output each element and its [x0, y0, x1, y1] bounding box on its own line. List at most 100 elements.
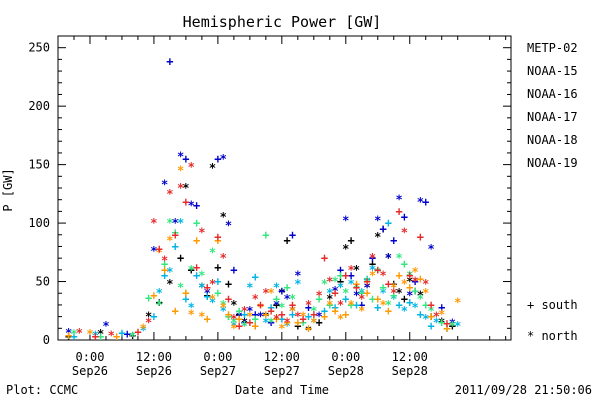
data-point: + [395, 298, 402, 312]
data-point: * [337, 298, 344, 312]
data-point: * [417, 292, 424, 306]
legend-entry: NOAA-19 [527, 156, 578, 170]
data-point: * [230, 321, 237, 335]
data-point: * [246, 310, 253, 324]
data-point: * [326, 286, 333, 300]
data-point: * [209, 277, 216, 291]
data-point: + [268, 304, 275, 318]
data-point: + [204, 290, 211, 304]
data-point: * [129, 329, 136, 343]
series-noaa-19: * + * +**+**+*+*+*+*+*+*+*+*+*+*+*+*+*+*+*+… [76, 160, 451, 344]
data-point: * [246, 280, 253, 294]
data-point: * [145, 315, 152, 329]
data-point: * [246, 304, 253, 318]
data-point: + [230, 263, 237, 277]
data-point: * [156, 286, 163, 300]
y-tick-label: 250 [28, 41, 50, 55]
data-point: + [353, 277, 360, 291]
data-point: * [390, 280, 397, 294]
data-point: + [236, 307, 243, 321]
data-point: * [358, 286, 365, 300]
data-point: * [140, 324, 147, 338]
data-point: + [156, 296, 163, 310]
data-point: * [230, 298, 237, 312]
data-point: + [289, 307, 296, 321]
data-point: + [449, 319, 456, 333]
data-point: * [273, 298, 280, 312]
data-point: + [438, 300, 445, 314]
data-point: + [177, 251, 184, 265]
data-point: + [193, 199, 200, 213]
data-point: * [401, 304, 408, 318]
data-point: * [220, 304, 227, 318]
x-axis: 0:00Sep2612:00Sep260:00Sep2712:00Sep270:… [72, 36, 507, 378]
data-point: + [374, 292, 381, 306]
data-point: * [348, 263, 355, 277]
data-point: * [209, 245, 216, 259]
y-axis: 0 50 100 150 200 250 [28, 41, 511, 347]
data-point: + [401, 292, 408, 306]
series-noaa-16: + * + *+*+*+*+*+*+*+*+*+*+*+*+*+*+*+*+*+*+*… [70, 216, 461, 343]
data-point: + [65, 329, 72, 343]
data-point: * [363, 275, 370, 289]
series-noaa-17: * + *+*+*+*+*+*+*+*+*+*++*+*+*+*+*+*+*+*+*… [70, 216, 456, 343]
data-point: + [214, 275, 221, 289]
data-point: + [326, 298, 333, 312]
data-point: + [113, 329, 120, 343]
data-point: * [225, 218, 232, 232]
series-noaa-15: **+**+**+*+*+**+*+*+* +*+*+*+*+*+*+*+*+*+… [65, 55, 456, 341]
data-point: * [433, 310, 440, 324]
data-point: * [204, 286, 211, 300]
data-point: * [166, 234, 173, 248]
plot-area: + * +*+*+*+*+*+*+*+* +*+*+*+ *+*+*+*+*+*+*+*… [65, 55, 461, 344]
data-point: * [316, 310, 323, 324]
data-point: + [134, 325, 141, 339]
data-point: + [443, 321, 450, 335]
data-point: * [363, 280, 370, 294]
data-point: + [193, 234, 200, 248]
data-point: * [358, 304, 365, 318]
data-point: * [358, 292, 365, 306]
data-point: + [390, 289, 397, 303]
data-point: * [262, 310, 269, 324]
data-point: * [342, 286, 349, 300]
data-point: * [188, 199, 195, 213]
data-point: * [422, 286, 429, 300]
data-point: + [262, 228, 269, 242]
data-point: + [252, 319, 259, 333]
data-point: + [124, 327, 131, 341]
data-point: + [273, 312, 280, 326]
data-point: * [241, 304, 248, 318]
data-point: + [342, 292, 349, 306]
data-point: * [427, 242, 434, 256]
data-point: + [422, 195, 429, 209]
data-point: + [300, 315, 307, 329]
x-tick-label-time: 12:00 [392, 350, 428, 364]
data-point: + [278, 284, 285, 298]
data-point: * [422, 277, 429, 291]
data-point: + [92, 329, 99, 343]
data-point: + [172, 304, 179, 318]
data-point: * [294, 310, 301, 324]
data-point: + [273, 292, 280, 306]
data-point: * [220, 298, 227, 312]
data-point: + [294, 319, 301, 333]
data-point: * [337, 280, 344, 294]
data-point: * [177, 181, 184, 195]
plot-timestamp: 2011/09/28 21:50:06 [455, 383, 592, 397]
data-point: + [358, 286, 365, 300]
data-point: + [289, 228, 296, 242]
data-point: * [220, 152, 227, 166]
data-point: + [321, 304, 328, 318]
data-point: * [65, 326, 72, 340]
data-point: + [369, 257, 376, 271]
data-point: + [305, 321, 312, 335]
data-point: * [305, 298, 312, 312]
data-point: * [353, 280, 360, 294]
data-point: + [342, 269, 349, 283]
data-point: + [401, 257, 408, 271]
x-tick-label-date: Sep28 [392, 364, 428, 378]
data-point: + [284, 234, 291, 248]
data-point: * [300, 310, 307, 324]
data-point: * [209, 292, 216, 306]
